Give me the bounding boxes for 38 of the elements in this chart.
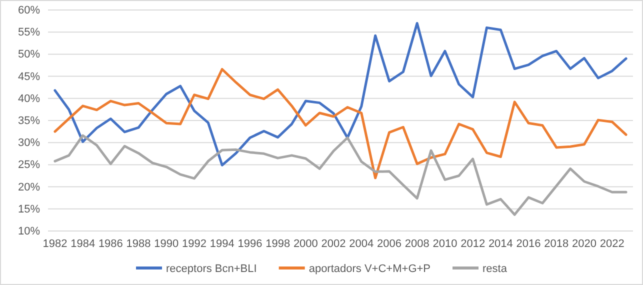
legend-label: resta (482, 263, 508, 275)
y-tick-label: 45% (18, 70, 40, 83)
y-tick-label: 55% (18, 26, 40, 39)
x-tick-label: 2022 (600, 238, 624, 250)
x-tick-label: 1992 (182, 238, 206, 250)
line-series (54, 22, 628, 166)
x-tick-label: 2014 (488, 238, 513, 250)
x-tick-label: 2006 (377, 238, 402, 250)
x-tick-label: 1988 (126, 238, 151, 250)
x-tick-label: 1986 (98, 238, 123, 250)
x-tick-label: 2008 (404, 238, 430, 250)
line-series (54, 134, 628, 216)
y-tick-label: 30% (18, 137, 40, 150)
x-tick-label: 2012 (460, 238, 486, 250)
x-tick-label: 2010 (432, 238, 458, 250)
y-tick-label: 10% (18, 226, 40, 238)
x-tick-label: 2016 (516, 238, 541, 250)
y-tick-label: 60% (18, 4, 40, 17)
legend-label: aportadors V+C+M+G+P (308, 263, 431, 275)
legend-label: receptors Bcn+BLI (166, 263, 257, 275)
y-tick-label: 15% (18, 203, 40, 216)
y-tick-label: 20% (18, 181, 40, 194)
x-tick-label: 1994 (210, 238, 234, 250)
x-tick-label: 2000 (293, 238, 318, 250)
y-tick-label: 25% (18, 159, 40, 172)
x-tick-label: 1982 (42, 238, 68, 250)
y-tick-label: 35% (18, 115, 40, 128)
line-series (54, 68, 628, 180)
y-tick-label: 40% (18, 92, 40, 105)
x-tick-label: 1984 (70, 238, 96, 250)
y-tick-label: 50% (18, 48, 40, 61)
x-tick-label: 2002 (321, 238, 346, 250)
x-tick-label: 2020 (572, 238, 596, 250)
x-tick-label: 2004 (349, 238, 374, 250)
x-tick-label: 1990 (154, 238, 179, 250)
x-tick-label: 2018 (544, 238, 569, 250)
x-tick-label: 1996 (238, 238, 262, 250)
x-tick-label: 1998 (266, 238, 290, 250)
